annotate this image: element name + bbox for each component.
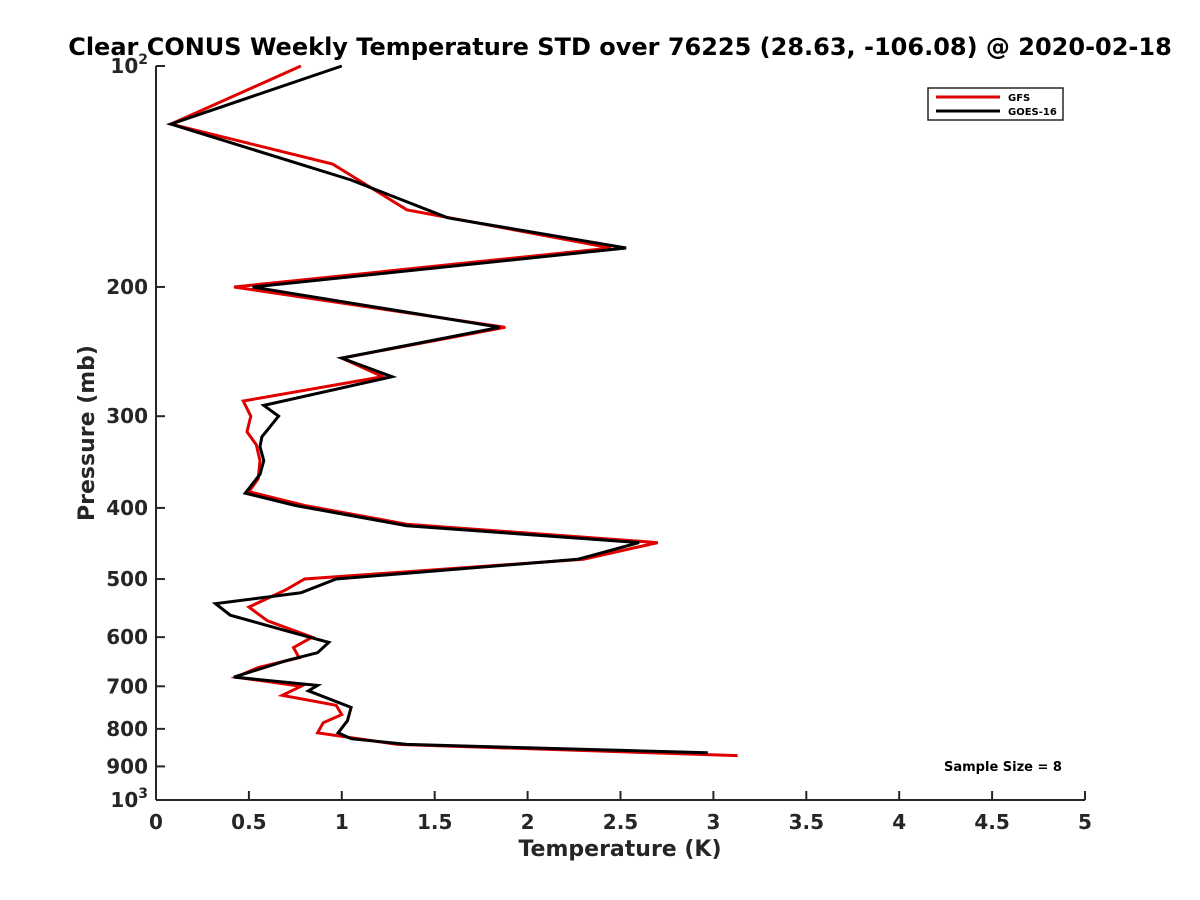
y-axis-ticks: 102 200 300 400 500 600 700 800 900 103 xyxy=(106,52,165,812)
y-tick-label: 600 xyxy=(106,625,148,649)
y-axis-label: Pressure (mb) xyxy=(75,345,100,521)
chart-title: Clear CONUS Weekly Temperature STD over … xyxy=(68,33,1172,61)
legend: GFS GOES-16 xyxy=(927,87,1064,121)
y-tick-label: 400 xyxy=(106,496,148,520)
x-tick-label: 2 xyxy=(521,810,535,834)
x-tick-label: 1.5 xyxy=(417,810,452,834)
y-tick-label: 200 xyxy=(106,275,148,299)
legend-label: GFS xyxy=(1008,93,1030,104)
x-tick-label: 0.5 xyxy=(231,810,266,834)
x-tick-label: 1 xyxy=(335,810,349,834)
x-tick-label: 0 xyxy=(149,810,163,834)
x-tick-label: 3 xyxy=(706,810,720,834)
series-line-gfs xyxy=(166,64,738,758)
x-tick-label: 4 xyxy=(892,810,906,834)
y-tick-label: 900 xyxy=(106,754,148,778)
plot-lines xyxy=(166,64,738,758)
x-tick-label: 3.5 xyxy=(789,810,824,834)
y-tick-label: 300 xyxy=(106,404,148,428)
x-axis-label: Temperature (K) xyxy=(518,837,721,862)
sample-size-annotation: Sample Size = 8 xyxy=(944,760,1062,775)
y-tick-label: 103 xyxy=(110,786,148,812)
y-tick-label: 700 xyxy=(106,674,148,698)
legend-box xyxy=(927,87,1064,121)
legend-label: GOES-16 xyxy=(1008,107,1057,118)
x-tick-label: 4.5 xyxy=(974,810,1009,834)
y-tick-label: 500 xyxy=(106,567,148,591)
x-tick-label: 2.5 xyxy=(603,810,638,834)
x-tick-label: 5 xyxy=(1078,810,1092,834)
series-line-goes-16 xyxy=(166,64,708,755)
y-tick-label: 102 xyxy=(110,52,148,78)
y-tick-label: 800 xyxy=(106,717,148,741)
x-axis-ticks: 0 0.5 1 1.5 2 2.5 3 3.5 4 4.5 5 xyxy=(149,791,1092,834)
